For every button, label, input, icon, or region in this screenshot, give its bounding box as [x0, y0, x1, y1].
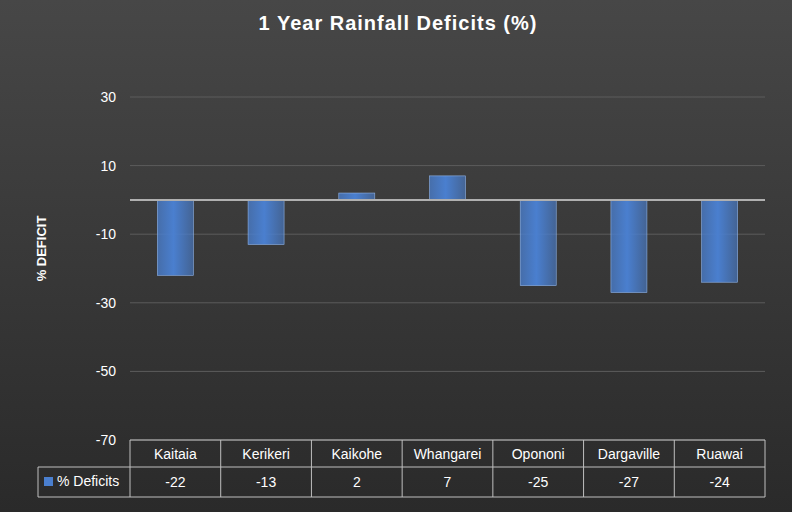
table-value: 2	[353, 474, 361, 490]
grid-line	[130, 371, 765, 372]
bar	[339, 193, 375, 200]
y-tick-label: -70	[96, 432, 116, 448]
bar	[157, 200, 193, 275]
table-line	[583, 440, 584, 497]
category-label: Kerikeri	[242, 446, 289, 462]
chart-container: 1 Year Rainfall Deficits (%) % DEFICIT -70…	[0, 0, 792, 512]
table-line	[765, 440, 766, 497]
table-line	[492, 440, 493, 497]
title: 1 Year Rainfall Deficits (%)	[259, 12, 538, 34]
table-line	[38, 467, 765, 468]
table-line	[130, 440, 131, 497]
category-axis-line	[130, 199, 765, 201]
chart-svg: 1 Year Rainfall Deficits (%) % DEFICIT -70…	[0, 0, 792, 512]
table-value: -24	[710, 474, 730, 490]
table-line	[402, 440, 403, 497]
table-value: -13	[256, 474, 276, 490]
bar	[430, 176, 466, 200]
category-label: Whangarei	[414, 446, 482, 462]
background	[0, 0, 792, 512]
category-label: Ruawai	[696, 446, 743, 462]
table-value: -25	[528, 474, 548, 490]
y-tick-label: 30	[100, 89, 116, 105]
grid-line	[130, 165, 765, 166]
table-line	[311, 440, 312, 497]
table-value: -22	[165, 474, 185, 490]
category-label: Dargaville	[598, 446, 660, 462]
bar	[248, 200, 284, 245]
grid-line	[130, 302, 765, 303]
table-line	[130, 440, 765, 441]
bar	[702, 200, 738, 282]
grid-line	[130, 440, 765, 441]
table-line	[674, 440, 675, 497]
bars	[157, 176, 737, 293]
y-tick-label: -30	[96, 295, 116, 311]
y-axis-label: % DEFICIT	[34, 216, 49, 282]
category-label: Opononi	[512, 446, 565, 462]
grid-line	[130, 97, 765, 98]
legend-label: % Deficits	[57, 473, 119, 489]
y-tick-label: -10	[96, 226, 116, 242]
y-tick-label: 10	[100, 158, 116, 174]
table-value: -27	[619, 474, 639, 490]
legend-key	[44, 477, 53, 486]
category-label: Kaikohe	[331, 446, 382, 462]
y-tick-label: -50	[96, 363, 116, 379]
grid-line	[130, 234, 765, 235]
bar	[520, 200, 556, 286]
category-label: Kaitaia	[154, 446, 197, 462]
table-line	[38, 497, 765, 498]
table-line	[220, 440, 221, 497]
bar	[611, 200, 647, 293]
table-line	[38, 467, 39, 497]
table-value: 7	[444, 474, 452, 490]
